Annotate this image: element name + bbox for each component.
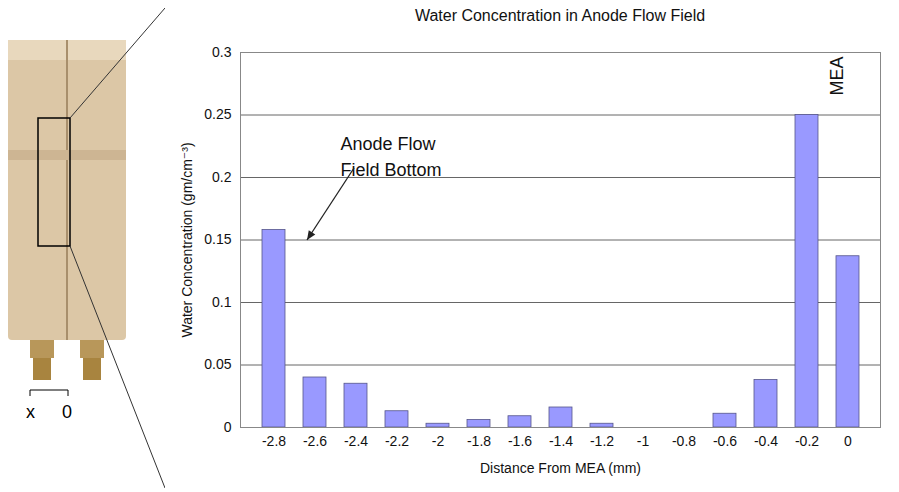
svg-text:0: 0	[224, 419, 232, 435]
svg-text:-0.4: -0.4	[754, 433, 778, 449]
svg-text:0.1: 0.1	[212, 294, 232, 310]
svg-text:-1: -1	[637, 433, 650, 449]
svg-text:-2.2: -2.2	[385, 433, 409, 449]
svg-text:MEA: MEA	[827, 57, 847, 96]
svg-text:-2.8: -2.8	[262, 433, 286, 449]
svg-text:Anode FlowField Bottom: Anode FlowField Bottom	[341, 134, 442, 179]
svg-text:0.2: 0.2	[212, 169, 232, 185]
svg-text:Water Concentration (gm/cm⁻³): Water Concentration (gm/cm⁻³)	[179, 142, 195, 337]
svg-text:0.3: 0.3	[212, 44, 232, 60]
svg-text:-0.6: -0.6	[713, 433, 737, 449]
svg-text:-1.6: -1.6	[508, 433, 532, 449]
svg-text:0: 0	[844, 433, 852, 449]
svg-text:-2.4: -2.4	[344, 433, 368, 449]
svg-text:-2.6: -2.6	[303, 433, 327, 449]
html-text:Water Concentration in Anode F: Water Concentration in Anode Flow Field	[414, 7, 706, 24]
svg-text:Distance From MEA (mm): Distance From MEA (mm)	[480, 460, 641, 476]
svg-text:x: x	[26, 402, 35, 422]
svg-text:-2: -2	[432, 433, 445, 449]
svg-text:-0.8: -0.8	[672, 433, 696, 449]
svg-text:-1.4: -1.4	[549, 433, 573, 449]
svg-text:-1.8: -1.8	[467, 433, 491, 449]
svg-text:0.15: 0.15	[204, 231, 231, 247]
svg-text:0: 0	[62, 402, 72, 422]
svg-text:0.05: 0.05	[204, 356, 231, 372]
svg-text:-1.2: -1.2	[590, 433, 614, 449]
svg-text:0.25: 0.25	[204, 106, 231, 122]
svg-text:-0.2: -0.2	[795, 433, 819, 449]
